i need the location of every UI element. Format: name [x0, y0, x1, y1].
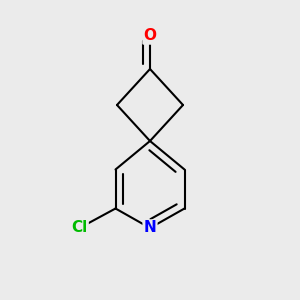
Text: O: O: [143, 28, 157, 44]
Text: Cl: Cl: [71, 220, 88, 236]
Text: N: N: [144, 220, 156, 236]
